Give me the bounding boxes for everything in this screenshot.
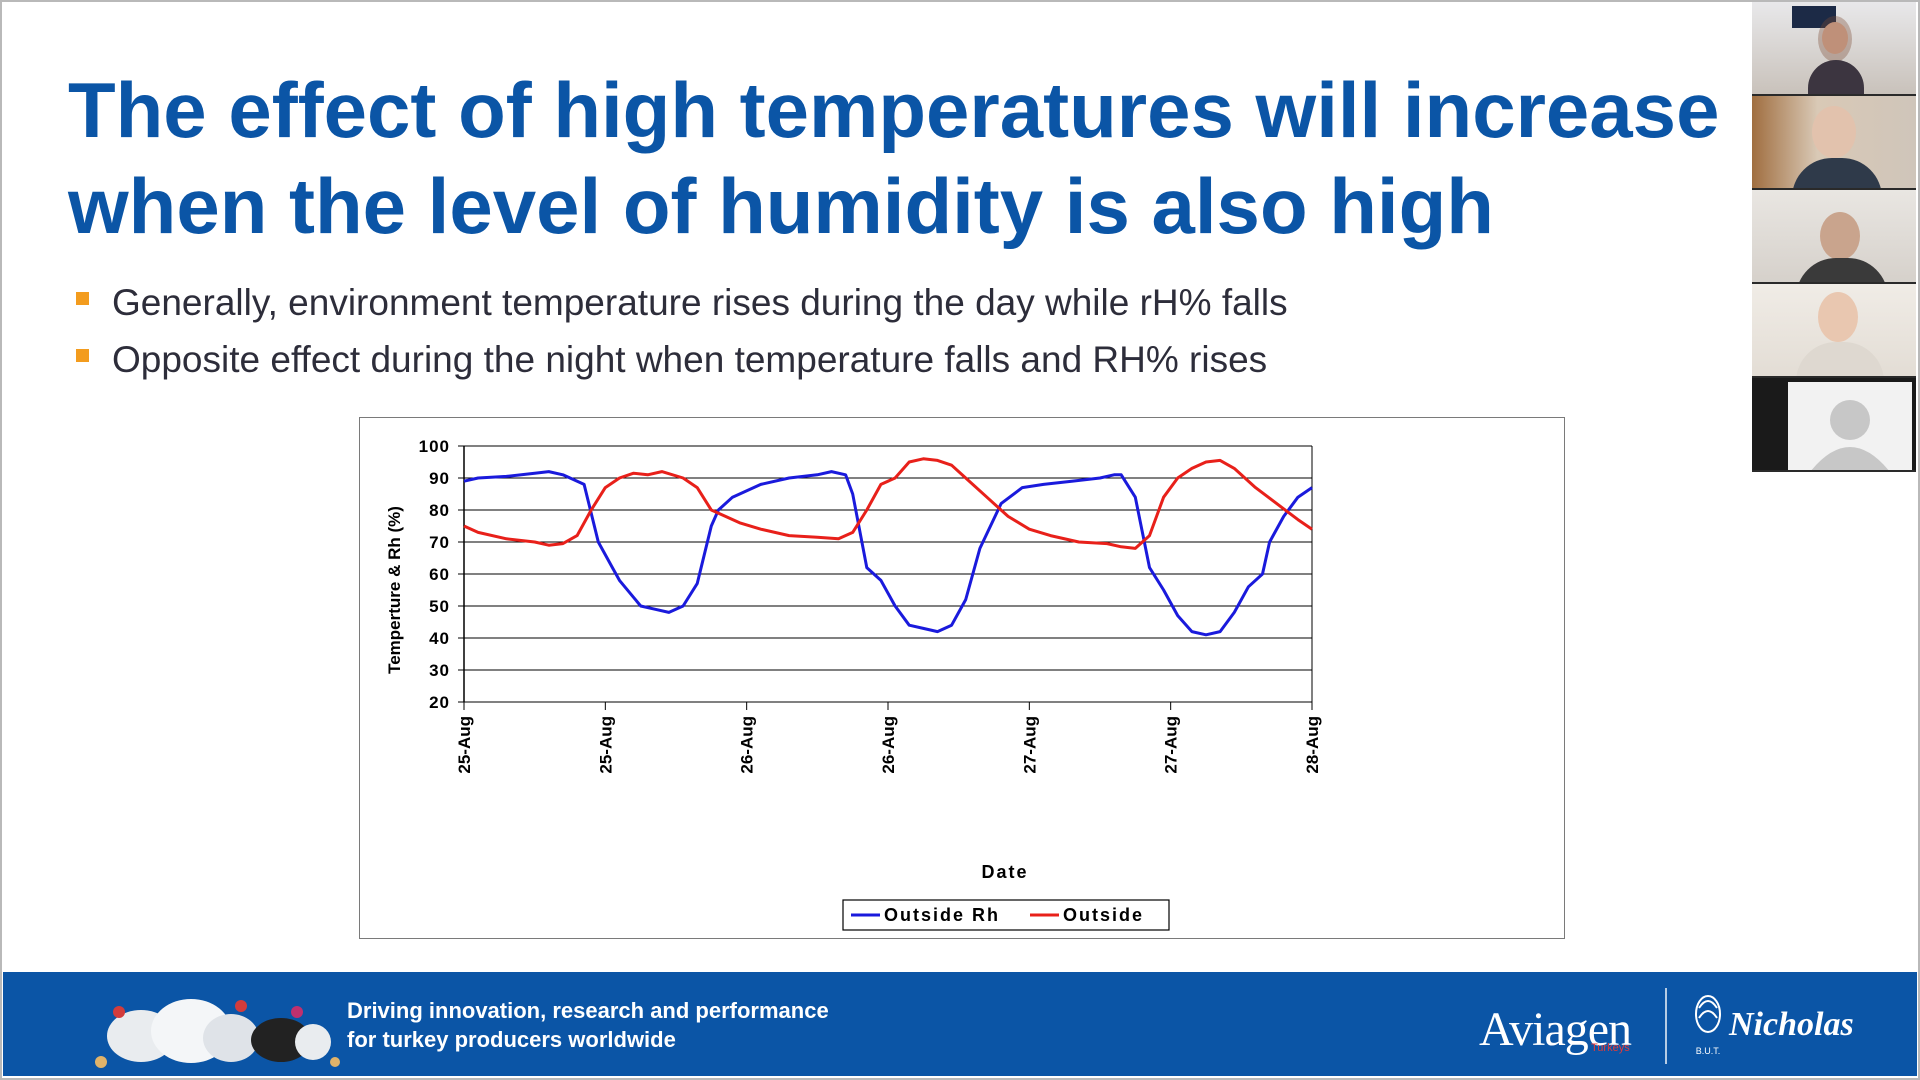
chart-container: 20 30 40 50 60 70 80 90 100 25-Aug 25-Aug 26-Aug 26… [359,417,1565,939]
y-tick-label: 50 [429,597,450,616]
y-tick-label: 40 [429,629,450,648]
participant-head [1812,106,1856,158]
avatar-placeholder-icon [1811,400,1889,470]
bullet-item: Generally, environment temperature rises… [76,274,1288,331]
nicholas-logo: Nicholas [1729,1006,1854,1043]
turkeys-image [95,999,340,1068]
wall-picture [1792,6,1836,28]
bullet-text: Generally, environment temperature rises… [112,282,1288,323]
chart-legend: Outside Rh Outside [842,899,1170,931]
y-tick-label: 90 [429,469,450,488]
tagline-line-1: Driving innovation, research and perform… [347,998,829,1023]
participant-video-tile[interactable] [1752,96,1916,188]
x-tick-label: 25-Aug [455,716,474,774]
y-axis-label: Temperture & Rh (%) [385,506,404,674]
slide-title: The effect of high temperatures will inc… [68,62,1758,254]
but-label: B.U.T. [1696,1046,1721,1056]
series-line-outside-rh [463,470,1313,637]
y-tick-label: 30 [429,661,450,680]
bullet-square-icon [76,292,89,305]
slide-footer: Driving innovation, research and perform… [3,972,1917,1076]
x-tick-label: 27-Aug [1020,716,1039,774]
bullet-item: Opposite effect during the night when te… [76,331,1288,388]
x-axis-label: Date [981,862,1028,882]
x-tick-label: 26-Aug [879,716,898,774]
x-tick-label: 25-Aug [596,716,615,774]
line-chart: 20 30 40 50 60 70 80 90 100 25-Aug 25-Aug 26-Aug 26… [385,437,1322,931]
y-tick-label: 20 [429,693,450,712]
bullet-square-icon [76,349,89,362]
video-participants-panel [1752,2,1916,472]
participant-hair [1818,16,1852,62]
participant-video-tile[interactable] [1752,190,1916,282]
aviagen-logo-sub: Turkeys [1591,1042,1630,1054]
but-logo-icon: B.U.T. [1695,995,1721,1056]
aviagen-logo: Aviagen [1479,1003,1632,1056]
participant-head [1822,22,1848,54]
participant-video-tile[interactable] [1752,284,1916,376]
y-tick-label: 60 [429,565,450,584]
participant-video-tile-no-camera[interactable] [1752,378,1916,470]
y-tick-label: 100 [419,437,450,456]
participant-video-tile[interactable] [1752,2,1916,94]
x-tick-label: 26-Aug [738,716,757,774]
title-line-1: The effect of high temperatures will inc… [68,66,1720,154]
legend-label-outside: Outside [1063,905,1144,925]
participant-head [1820,212,1860,260]
y-tick-label: 80 [429,501,450,520]
x-tick-label: 28-Aug [1303,716,1322,774]
bullet-list: Generally, environment temperature rises… [76,274,1288,388]
participant-head [1818,292,1858,342]
footer-tagline: Driving innovation, research and perform… [347,996,829,1054]
tagline-line-2: for turkey producers worldwide [347,1027,676,1052]
title-line-2: when the level of humidity is also high [68,162,1494,250]
presentation-slide: The effect of high temperatures will inc… [2,2,1752,972]
legend-label-outside-rh: Outside Rh [884,905,1000,925]
x-tick-label: 27-Aug [1162,716,1181,774]
logo-divider [1665,988,1667,1064]
bullet-text: Opposite effect during the night when te… [112,339,1268,380]
series-line-outside [463,457,1313,550]
y-tick-label: 70 [429,533,450,552]
